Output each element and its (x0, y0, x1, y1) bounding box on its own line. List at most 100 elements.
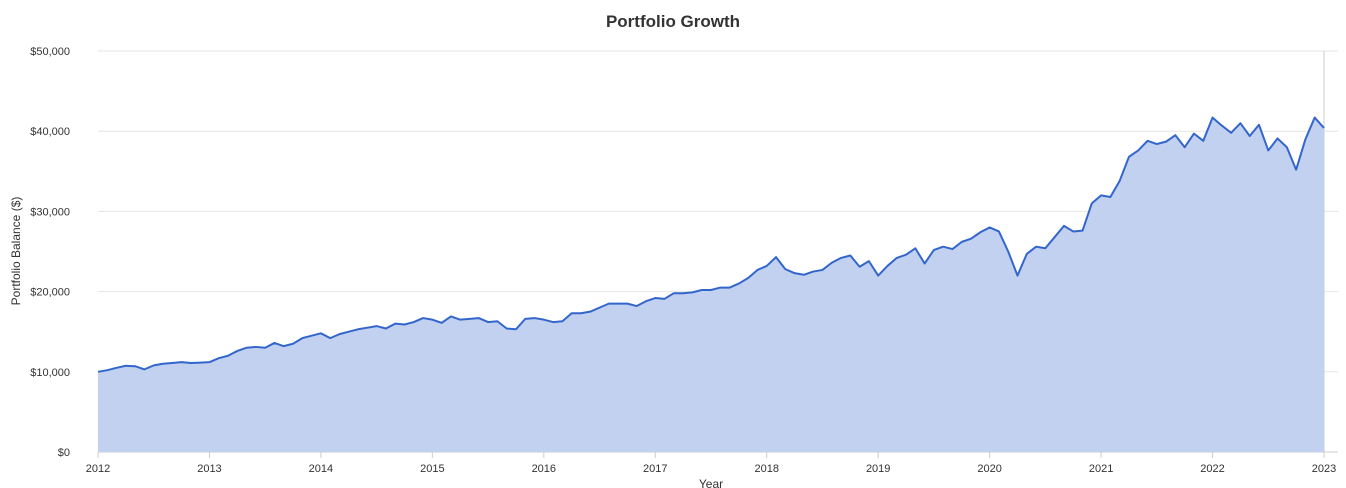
data-point (311, 335, 313, 337)
data-point (1128, 156, 1130, 158)
data-point (803, 274, 805, 276)
data-point (543, 319, 545, 321)
data-point (283, 345, 285, 347)
data-point (515, 328, 517, 330)
data-point (1035, 246, 1037, 248)
data-point (1174, 134, 1176, 136)
data-point (338, 333, 340, 335)
x-tick-label: 2018 (754, 463, 778, 475)
data-point (710, 289, 712, 291)
data-point (905, 254, 907, 256)
y-tick-label: $50,000 (30, 46, 70, 58)
data-point (153, 364, 155, 366)
data-point (561, 320, 563, 322)
data-point (404, 323, 406, 325)
data-point (524, 318, 526, 320)
data-point (1165, 141, 1167, 143)
data-point (942, 246, 944, 248)
data-point (264, 347, 266, 349)
data-point (617, 303, 619, 305)
data-point (1277, 137, 1279, 139)
data-point (599, 307, 601, 309)
data-point (459, 319, 461, 321)
data-point (394, 323, 396, 325)
data-point (1137, 149, 1139, 151)
data-point (1230, 132, 1232, 134)
data-point (97, 371, 99, 373)
data-point (171, 362, 173, 364)
data-point (1286, 146, 1288, 148)
y-tick-label: $30,000 (30, 206, 70, 218)
data-point (301, 337, 303, 339)
data-point (896, 257, 898, 259)
data-point (450, 315, 452, 317)
data-point (589, 311, 591, 313)
data-point (914, 247, 916, 249)
data-point (924, 263, 926, 265)
data-point (673, 292, 675, 294)
data-point (366, 327, 368, 329)
x-tick-label: 2021 (1089, 463, 1113, 475)
data-point (1193, 133, 1195, 135)
data-point (571, 312, 573, 314)
x-tick-label: 2017 (643, 463, 667, 475)
data-point (580, 312, 582, 314)
data-point (756, 269, 758, 271)
data-point (654, 297, 656, 299)
data-point (478, 317, 480, 319)
data-point (608, 303, 610, 305)
data-point (1323, 127, 1325, 129)
data-point (1147, 140, 1149, 142)
data-point (1054, 236, 1056, 238)
data-point (1109, 196, 1111, 198)
data-point (691, 291, 693, 293)
x-tick-label: 2020 (977, 463, 1001, 475)
data-point (329, 337, 331, 339)
y-tick-label: $20,000 (30, 287, 70, 299)
data-point (255, 346, 257, 348)
data-point (831, 262, 833, 264)
series-layer (97, 116, 1325, 452)
chart-title: Portfolio Growth (605, 12, 741, 31)
series-area (98, 117, 1324, 452)
data-point (1156, 143, 1158, 145)
x-tick-label: 2022 (1200, 463, 1224, 475)
data-point (273, 342, 275, 344)
data-point (719, 287, 721, 289)
data-point (626, 303, 628, 305)
data-point (998, 230, 1000, 232)
data-point (794, 272, 796, 274)
data-point (747, 277, 749, 279)
x-axis-ticks: 2012 2013 2014 2015 2016 2017 2018 2019 2020 2021… (86, 452, 1336, 475)
data-point (775, 256, 777, 258)
y-axis-ticks: $0 $10,000 $20,000 $30,000 $40,000 $50,000 (30, 46, 70, 459)
data-point (1212, 117, 1214, 119)
data-point (821, 269, 823, 271)
data-point (1082, 230, 1084, 232)
data-point (181, 361, 183, 363)
data-point (766, 265, 768, 267)
data-point (886, 265, 888, 267)
data-point (357, 328, 359, 330)
data-point (682, 292, 684, 294)
data-point (664, 298, 666, 300)
data-point (645, 300, 647, 302)
data-point (441, 322, 443, 324)
data-point (246, 347, 248, 349)
data-point (1091, 202, 1093, 204)
data-point (840, 257, 842, 259)
data-point (951, 248, 953, 250)
data-point (1304, 138, 1306, 140)
data-point (812, 271, 814, 273)
y-tick-label: $40,000 (30, 126, 70, 138)
data-point (506, 327, 508, 329)
x-tick-label: 2019 (866, 463, 890, 475)
data-point (1249, 135, 1251, 137)
data-point (1267, 149, 1269, 151)
data-point (849, 255, 851, 257)
data-point (143, 368, 145, 370)
data-point (1221, 125, 1223, 127)
data-point (552, 321, 554, 323)
data-point (218, 357, 220, 359)
data-point (1258, 124, 1260, 126)
